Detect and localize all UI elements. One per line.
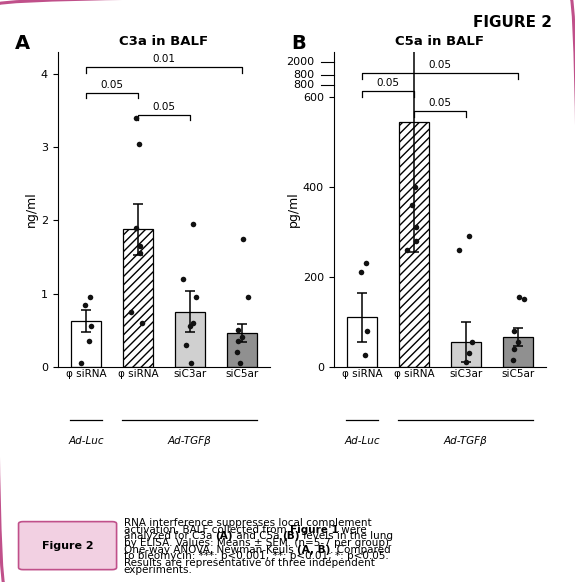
Point <box>509 326 518 335</box>
Y-axis label: pg/ml: pg/ml <box>287 191 300 228</box>
Point <box>509 355 518 364</box>
Point <box>412 236 421 246</box>
Point <box>408 200 417 210</box>
Point <box>411 182 420 191</box>
Point <box>402 245 412 254</box>
Text: 0.05: 0.05 <box>101 80 124 90</box>
Text: experiments.: experiments. <box>124 565 193 575</box>
Bar <box>227 333 257 367</box>
Point <box>188 318 197 328</box>
Point <box>513 338 522 347</box>
Text: Figure 2: Figure 2 <box>42 541 93 551</box>
Text: RNA interference suppresses local complement: RNA interference suppresses local comple… <box>124 518 371 528</box>
Text: Ad-TGFβ: Ad-TGFβ <box>444 436 488 446</box>
Point <box>514 292 523 301</box>
Text: A: A <box>15 34 30 52</box>
Text: 0.05: 0.05 <box>428 98 451 108</box>
Text: Figure 1: Figure 1 <box>289 525 338 535</box>
Point <box>233 347 242 357</box>
Bar <box>71 321 101 367</box>
Point <box>233 336 242 346</box>
Point <box>464 232 473 241</box>
Text: 0.01: 0.01 <box>152 55 175 65</box>
Text: Results are representative of three independent: Results are representative of three inde… <box>124 558 374 568</box>
Point <box>362 326 371 335</box>
Point <box>81 300 90 309</box>
Text: (B): (B) <box>282 531 300 541</box>
Point <box>76 359 85 368</box>
Point <box>135 242 144 251</box>
Point <box>84 336 93 346</box>
Point <box>136 249 145 258</box>
Text: 800: 800 <box>293 70 315 80</box>
Point <box>356 268 366 277</box>
Point <box>179 274 188 283</box>
Point <box>237 333 246 342</box>
Bar <box>399 122 429 367</box>
Point <box>455 245 464 254</box>
Text: by ELISA. Values: Means ± SEM. (n=5-7 per group).: by ELISA. Values: Means ± SEM. (n=5-7 pe… <box>124 538 392 548</box>
Text: levels in the lung: levels in the lung <box>300 531 393 541</box>
Point <box>191 293 201 302</box>
Text: B: B <box>291 34 306 52</box>
Point <box>361 259 370 268</box>
Point <box>85 293 94 302</box>
Point <box>244 293 253 302</box>
Point <box>233 325 242 335</box>
Title: C5a in BALF: C5a in BALF <box>396 36 484 48</box>
Text: One-way ANOVA, Newman-Keuls: One-way ANOVA, Newman-Keuls <box>124 545 297 555</box>
Point <box>520 294 529 304</box>
Point <box>235 359 244 368</box>
Bar <box>347 317 377 367</box>
Point <box>464 349 473 358</box>
Text: and C5a: and C5a <box>233 531 282 541</box>
Point <box>135 139 144 148</box>
Point <box>462 357 471 367</box>
Text: analyzed for C3a: analyzed for C3a <box>124 531 215 541</box>
Text: 2000: 2000 <box>286 58 315 68</box>
Point <box>132 113 141 123</box>
Text: activation. BALF collected from: activation. BALF collected from <box>124 525 289 535</box>
Point <box>187 359 196 368</box>
Text: to bleomycin: ***: p<0.001; **: p<0.01; *: p<0.05.: to bleomycin: ***: p<0.001; **: p<0.01; … <box>124 552 388 562</box>
Point <box>360 351 369 360</box>
Point <box>126 307 136 317</box>
Text: 0.05: 0.05 <box>152 102 175 112</box>
Point <box>188 219 197 229</box>
FancyBboxPatch shape <box>18 521 117 570</box>
Text: Ad-Luc: Ad-Luc <box>68 436 104 446</box>
Point <box>137 318 146 328</box>
Point <box>509 344 518 353</box>
Point <box>132 223 141 232</box>
Text: 800: 800 <box>293 80 315 90</box>
Y-axis label: ng/ml: ng/ml <box>25 191 38 228</box>
Text: were: were <box>338 525 367 535</box>
Text: 0.05: 0.05 <box>377 78 400 88</box>
Point <box>238 234 247 243</box>
Text: (A): (A) <box>215 531 233 541</box>
Point <box>182 340 191 349</box>
Point <box>186 322 195 331</box>
Point <box>411 223 420 232</box>
Bar <box>503 338 533 367</box>
Text: FIGURE 2: FIGURE 2 <box>473 15 552 30</box>
Point <box>86 322 95 331</box>
Text: . Compared: . Compared <box>330 545 390 555</box>
Point <box>467 338 477 347</box>
Text: 0.05: 0.05 <box>428 60 451 70</box>
Bar <box>175 312 205 367</box>
Bar <box>123 229 153 367</box>
Text: Ad-Luc: Ad-Luc <box>344 436 380 446</box>
Title: C3a in BALF: C3a in BALF <box>120 36 208 48</box>
Text: (A, B): (A, B) <box>297 545 330 555</box>
Text: Ad-TGFβ: Ad-TGFβ <box>168 436 212 446</box>
Bar <box>451 342 481 367</box>
